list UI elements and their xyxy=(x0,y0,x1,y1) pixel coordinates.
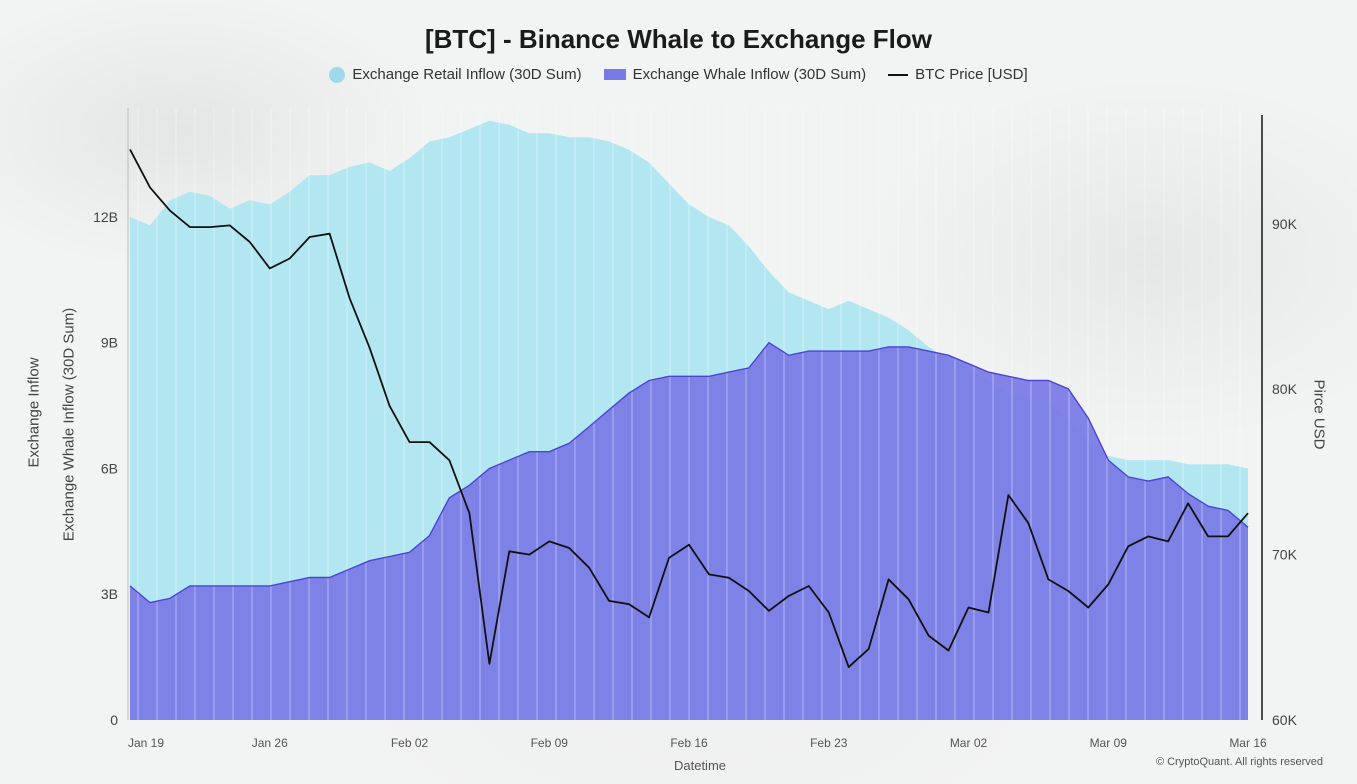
chart-lines xyxy=(129,148,1249,668)
y-left-tick-label: 3B xyxy=(101,586,118,602)
chart-title: [BTC] - Binance Whale to Exchange Flow xyxy=(424,24,933,54)
x-tick-label: Mar 09 xyxy=(1090,736,1128,750)
credit-text: © CryptoQuant. All rights reserved xyxy=(1155,756,1323,768)
y-right-tick-label: 70K xyxy=(1272,547,1298,563)
chart-areas xyxy=(130,120,1248,721)
chart-axes: 0 3B 6B 9B 12B 60K 70K 80K 90K Jan 19 Jan 26 Feb 02… xyxy=(93,108,1298,750)
legend-swatch-retail xyxy=(329,66,346,83)
btc-price-line xyxy=(129,148,1249,668)
legend-item-retail[interactable]: Exchange Retail Inflow (30D Sum) xyxy=(329,66,582,83)
legend-label-price: BTC Price [USD] xyxy=(915,66,1028,83)
whale-inflow-area xyxy=(130,342,1248,720)
y-left-tick-label: 0 xyxy=(110,712,118,728)
legend-label-retail: Exchange Retail Inflow (30D Sum) xyxy=(352,66,582,83)
x-tick-label: Feb 16 xyxy=(670,736,708,750)
y-left-tick-label: 6B xyxy=(101,460,118,476)
x-tick-label: Feb 09 xyxy=(531,736,569,750)
x-tick-label: Feb 02 xyxy=(391,736,429,750)
legend-item-whale[interactable]: Exchange Whale Inflow (30D Sum) xyxy=(603,66,867,83)
y-right-tick-label: 60K xyxy=(1272,712,1298,728)
y-left-tick-label: 9B xyxy=(101,335,118,351)
whale-inflow-line xyxy=(129,341,1249,604)
legend: Exchange Retail Inflow (30D Sum) Exchang… xyxy=(0,66,1357,83)
legend-label-whale: Exchange Whale Inflow (30D Sum) xyxy=(632,66,867,83)
x-axis-label: Datetime xyxy=(673,758,727,773)
y-right-tick-label: 80K xyxy=(1272,381,1298,397)
x-tick-label: Mar 02 xyxy=(950,736,988,750)
x-tick-label: Mar 16 xyxy=(1229,736,1267,750)
x-tick-label: Feb 23 xyxy=(810,736,848,750)
legend-item-price[interactable]: BTC Price [USD] xyxy=(888,66,1028,83)
y-right-tick-label: 90K xyxy=(1272,216,1298,232)
x-tick-label: Jan 26 xyxy=(252,736,288,750)
chart-stripes xyxy=(137,108,1241,720)
y-left-tick-label: 12B xyxy=(93,209,118,225)
legend-swatch-price xyxy=(888,73,909,76)
x-tick-label: Jan 19 xyxy=(128,736,164,750)
legend-swatch-whale xyxy=(603,69,626,80)
